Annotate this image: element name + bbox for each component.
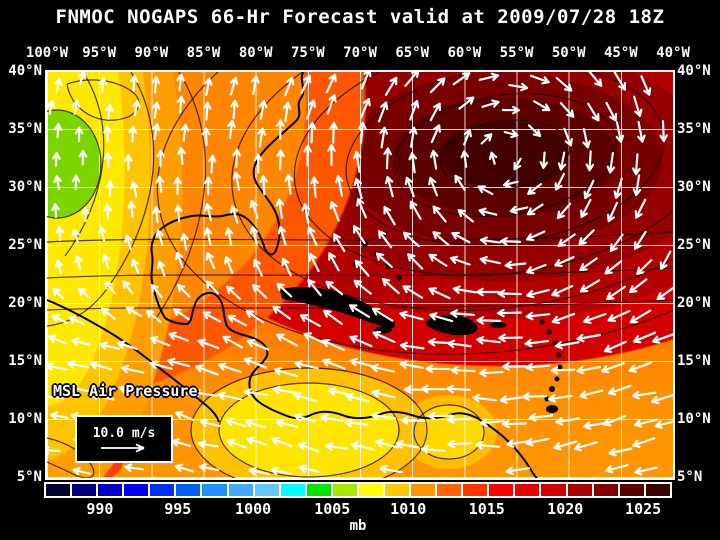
colorbar-cell bbox=[332, 484, 357, 496]
wind-legend-box: 10.0 m/s bbox=[75, 415, 173, 463]
lat-tick-label: 5°N bbox=[16, 469, 42, 485]
colorbar-cell bbox=[254, 484, 279, 496]
lat-tick-label: 20°N bbox=[8, 295, 42, 311]
lat-tick-label: 10°N bbox=[677, 411, 711, 427]
colorbar-cell bbox=[619, 484, 644, 496]
colorbar-cell bbox=[358, 484, 384, 496]
lat-tick-label: 25°N bbox=[8, 237, 42, 253]
lat-tick-label: 35°N bbox=[8, 121, 42, 137]
colorbar-cell bbox=[228, 484, 253, 496]
lon-tick-label: 70°W bbox=[343, 45, 377, 61]
colorbar-cell bbox=[567, 484, 592, 496]
colorbar-cell bbox=[72, 484, 97, 496]
lat-tick-label: 40°N bbox=[677, 63, 711, 79]
lon-tick-label: 75°W bbox=[290, 45, 325, 61]
lat-tick-label: 5°N bbox=[677, 469, 703, 485]
colorbar-tick-label: 995 bbox=[164, 500, 192, 518]
lon-tick-label: 50°W bbox=[551, 45, 586, 61]
lon-tick-label: 60°W bbox=[447, 45, 482, 61]
wind-speed-label: 10.0 m/s bbox=[92, 425, 156, 441]
colorbar-cell bbox=[46, 484, 71, 496]
lon-tick-label: 80°W bbox=[238, 45, 273, 61]
colorbar-cell bbox=[176, 484, 201, 496]
colorbar-cell bbox=[124, 484, 149, 496]
colorbar-tick-label: 1015 bbox=[468, 500, 505, 518]
colorbar-tick-label: 1010 bbox=[390, 500, 427, 518]
colorbar-cell bbox=[280, 484, 305, 496]
colorbar-cell bbox=[150, 484, 175, 496]
colorbar-tick-label: 1025 bbox=[625, 500, 662, 518]
page-title: FNMOC NOGAPS 66-Hr Forecast valid at 200… bbox=[55, 6, 665, 28]
colorbar-tick-label: 1005 bbox=[314, 500, 351, 518]
lon-tick-label: 45°W bbox=[604, 45, 638, 61]
colorbar-cell bbox=[202, 484, 227, 496]
colorbar bbox=[44, 482, 672, 498]
colorbar-tick-label: 990 bbox=[86, 500, 114, 518]
colorbar-cell bbox=[437, 484, 462, 496]
field-label: MSL Air Pressure bbox=[53, 382, 198, 400]
colorbar-cell bbox=[385, 484, 410, 496]
lat-tick-label: 10°N bbox=[8, 411, 42, 427]
colorbar-cell bbox=[515, 484, 540, 496]
colorbar-cell bbox=[463, 484, 488, 496]
lon-tick-label: 65°W bbox=[395, 45, 430, 61]
lat-tick-label: 35°N bbox=[677, 121, 711, 137]
colorbar-cell bbox=[411, 484, 436, 496]
lon-tick-label: 100°W bbox=[25, 45, 69, 61]
lon-tick-label: 40°W bbox=[656, 45, 690, 61]
lat-tick-label: 15°N bbox=[8, 353, 42, 369]
colorbar-tick-label: 1020 bbox=[547, 500, 584, 518]
map-area: MSL Air Pressure 10.0 m/s bbox=[45, 70, 675, 480]
lat-tick-label: 20°N bbox=[677, 295, 711, 311]
colorbar-tick-label: 1000 bbox=[235, 500, 272, 518]
lat-tick-label: 30°N bbox=[8, 179, 42, 195]
lat-tick-label: 30°N bbox=[677, 179, 711, 195]
lon-tick-label: 95°W bbox=[82, 45, 117, 61]
lon-tick-label: 90°W bbox=[134, 45, 169, 61]
lon-tick-label: 55°W bbox=[499, 45, 534, 61]
colorbar-cell bbox=[541, 484, 566, 496]
colorbar-cell bbox=[489, 484, 514, 496]
lat-tick-label: 15°N bbox=[677, 353, 711, 369]
colorbar-cell bbox=[593, 484, 618, 496]
lat-tick-label: 40°N bbox=[8, 63, 42, 79]
wind-reference-arrow-icon bbox=[101, 443, 145, 452]
coastlines bbox=[47, 72, 563, 478]
colorbar-cell bbox=[645, 484, 670, 496]
colorbar-unit-label: mb bbox=[349, 518, 367, 534]
lon-tick-label: 85°W bbox=[186, 45, 221, 61]
colorbar-cell bbox=[306, 484, 331, 496]
colorbar-cell bbox=[98, 484, 123, 496]
lat-tick-label: 25°N bbox=[677, 237, 711, 253]
